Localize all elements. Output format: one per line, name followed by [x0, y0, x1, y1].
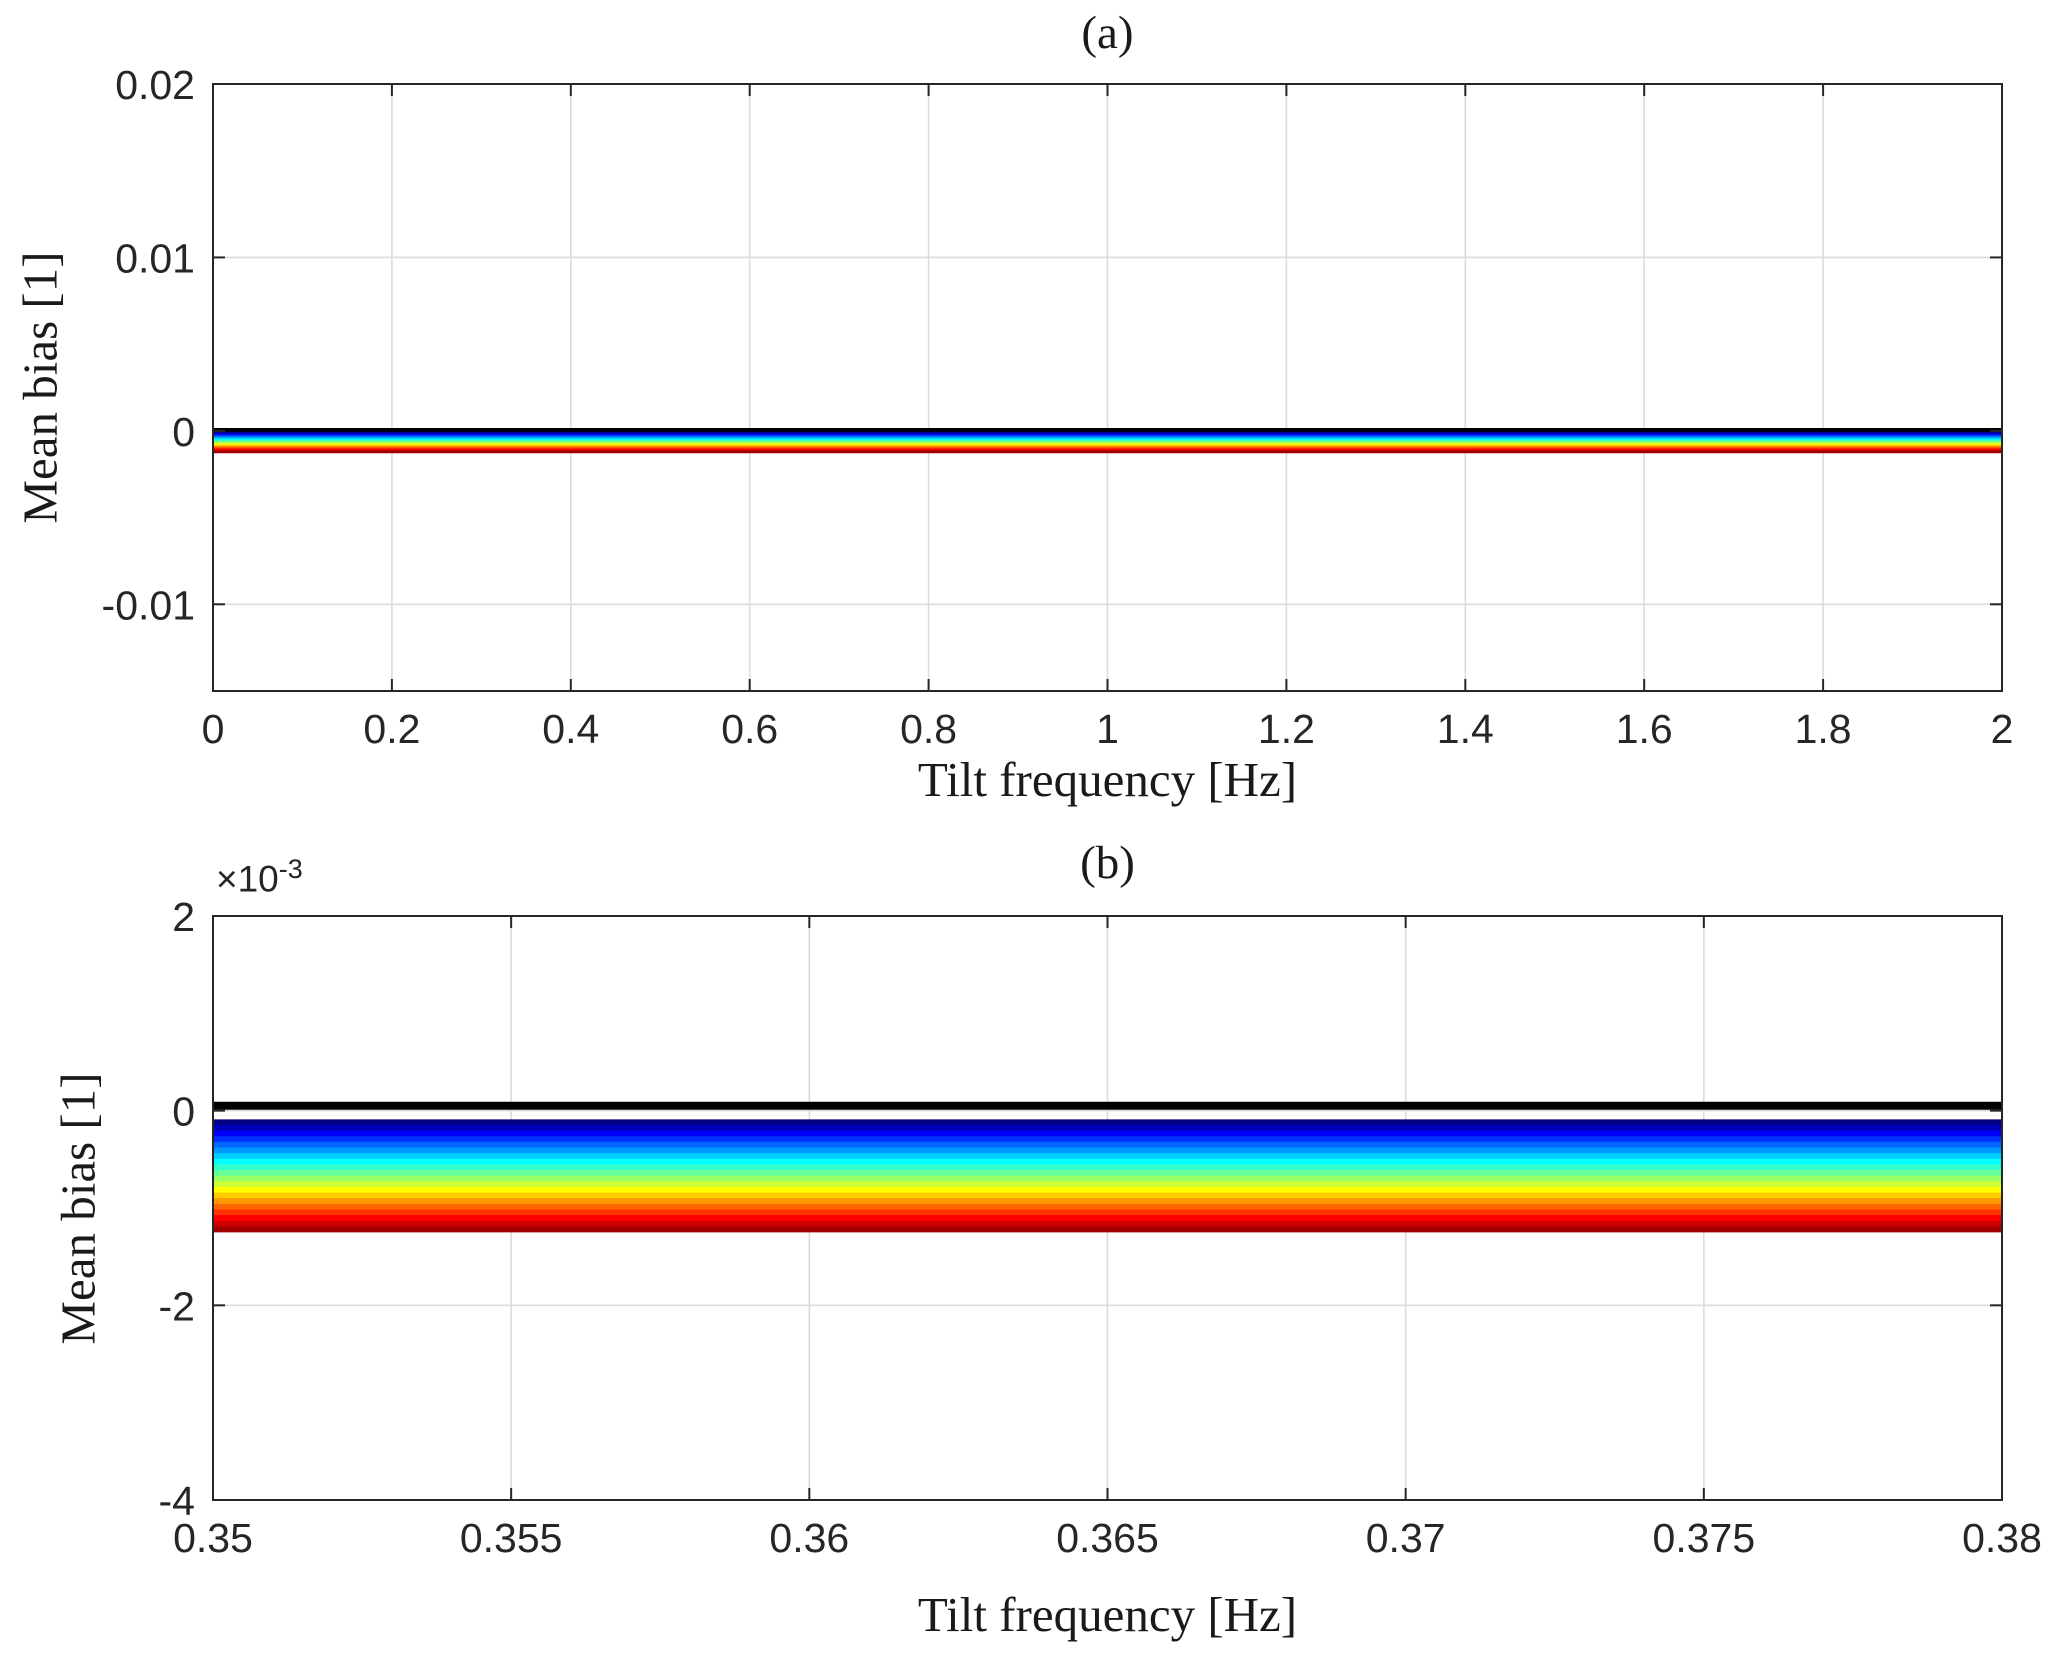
x-tick-label: 0.6 — [721, 706, 778, 752]
y-exponent-power: -3 — [278, 854, 303, 884]
x-tick-label: 1 — [1096, 706, 1119, 752]
x-tick-label: 0.37 — [1366, 1515, 1446, 1561]
x-tick-label: 1.4 — [1437, 706, 1494, 752]
x-tick-label: 0.355 — [460, 1515, 563, 1561]
y-tick-label: -0.01 — [102, 582, 195, 628]
panel-a-ylabel: Mean bias [1] — [2, 84, 78, 691]
x-tick-label: 0.2 — [363, 706, 420, 752]
x-tick-label: 1.8 — [1795, 706, 1852, 752]
y-tick-label: -4 — [159, 1478, 195, 1524]
y-tick-label: 0.02 — [115, 62, 195, 108]
y-tick-label: 2 — [172, 894, 195, 940]
x-tick-label: 0 — [202, 706, 225, 752]
panel-a-title: (a) — [1081, 7, 1134, 59]
x-tick-label: 0.4 — [542, 706, 599, 752]
panel-b-axes: 0.35 0.355 0.36 0.365 0.37 0.375 0.38 2 0 -2 -4 — [159, 894, 2042, 1561]
x-tick-label: 0.38 — [1962, 1515, 2042, 1561]
y-tick-label: -2 — [159, 1283, 195, 1329]
panel-b-title: (b) — [1080, 837, 1135, 889]
x-tick-label: 2 — [1991, 706, 2014, 752]
panel-b-xlabel: Tilt frequency [Hz] — [917, 1587, 1298, 1642]
y-exponent-base: ×10 — [216, 858, 279, 900]
x-tick-label: 0.35 — [173, 1515, 253, 1561]
y-tick-label: 0 — [172, 1089, 195, 1135]
x-tick-label: 1.2 — [1258, 706, 1315, 752]
panel-b-y-exponent: ×10-3 — [216, 854, 303, 900]
x-tick-label: 0.36 — [769, 1515, 849, 1561]
x-tick-label: 0.365 — [1056, 1515, 1159, 1561]
panel-b-ylabel: Mean bias [1] — [40, 916, 116, 1500]
y-tick-label: 0.01 — [115, 235, 195, 281]
panel-a-axes: 0 0.2 0.4 0.6 0.8 1 1.2 1.4 1.6 1.8 2 0.02 0.01 0 -0.0… — [102, 62, 2014, 752]
panel-a-ylabel-text: Mean bias [1] — [12, 251, 68, 524]
x-tick-label: 1.6 — [1616, 706, 1673, 752]
x-tick-label: 0.375 — [1653, 1515, 1756, 1561]
y-tick-label: 0 — [172, 409, 195, 455]
x-tick-label: 0.8 — [900, 706, 957, 752]
panel-b-ylabel-text: Mean bias [1] — [50, 1071, 106, 1345]
panel-a-xlabel: Tilt frequency [Hz] — [917, 752, 1298, 807]
